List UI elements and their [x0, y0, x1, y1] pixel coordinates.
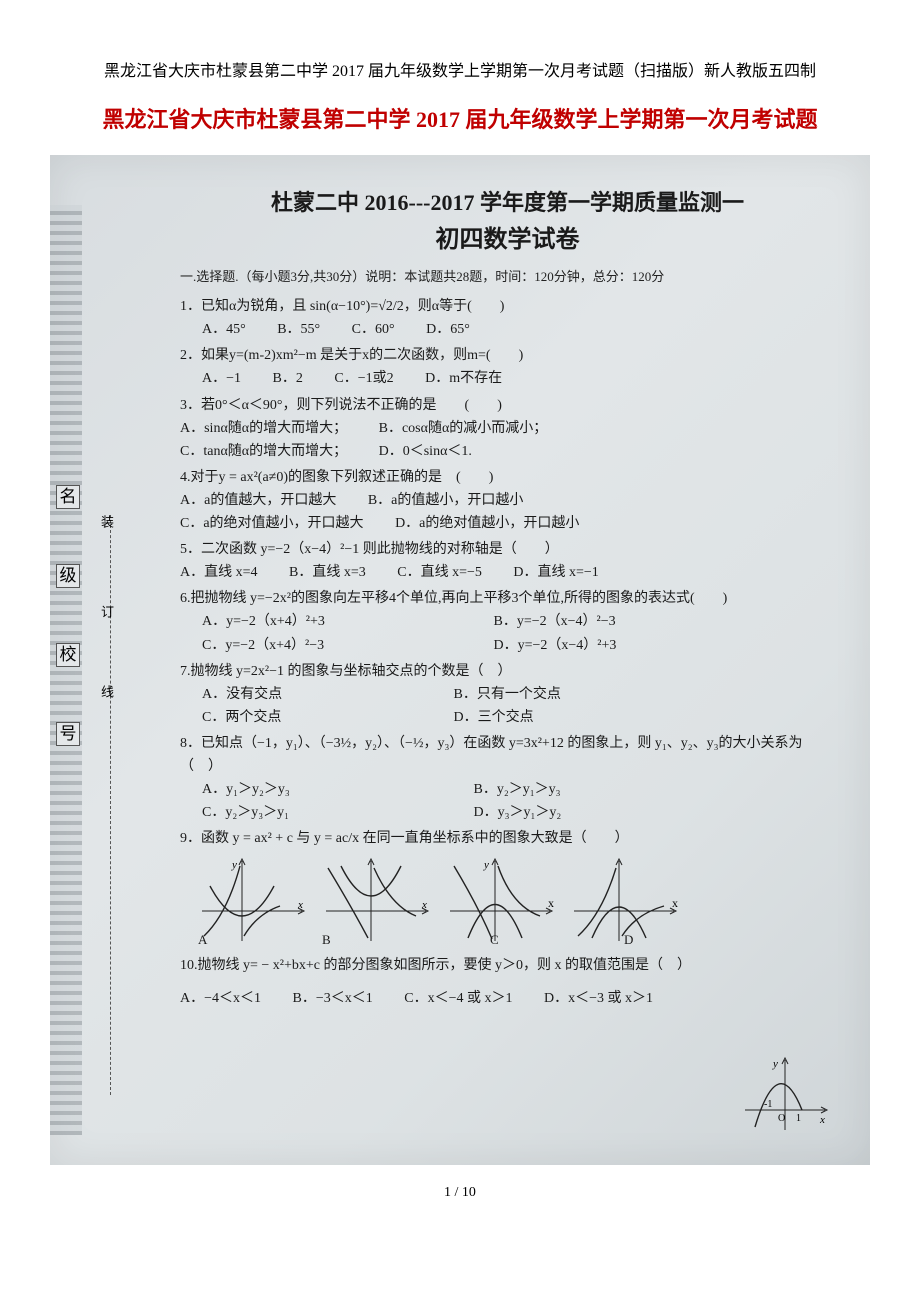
q8-A: A．y₁＞y₂＞y₃	[202, 778, 442, 801]
q5: 5．二次函数 y=−2（x−4）²−1 则此抛物线的对称轴是（ ） A．直线 x…	[180, 538, 835, 584]
q9-label-C: C	[490, 929, 499, 950]
svg-text:x: x	[548, 896, 554, 910]
q2-A: A．−1	[202, 367, 241, 390]
q10-B: B．−3＜x＜1	[293, 987, 373, 1010]
q6-C: C．y=−2（x+4）²−3	[202, 634, 462, 657]
svg-text:y: y	[231, 859, 237, 871]
side-name: 名	[56, 485, 80, 509]
q8: 8．已知点（−1，y₁）、（−3½，y₂）、（−½，y₃）在函数 y=3x²+1…	[180, 732, 835, 824]
q5-stem: 5．二次函数 y=−2（x−4）²−1 则此抛物线的对称轴是（ ）	[180, 538, 835, 561]
q4-D: D．a的绝对值越小，开口越小	[395, 512, 579, 535]
svg-text:x: x	[297, 899, 303, 911]
svg-text:y: y	[483, 859, 489, 871]
svg-text:O: O	[778, 1113, 785, 1124]
q6-D: D．y=−2（x−4）²+3	[494, 634, 617, 657]
q1-A: A．45°	[202, 318, 246, 341]
q2: 2．如果y=(m-2)xm²−m 是关于x的二次函数，则m=( ) A．−1 B…	[180, 344, 835, 390]
q9-label-A: A	[198, 929, 207, 950]
section-note: 一.选择题.（每小题3分,共30分）说明：本试题共28题，时间：120分钟，总分…	[180, 266, 835, 285]
q7-C: C．两个交点	[202, 706, 422, 729]
doc-header: 黑龙江省大庆市杜蒙县第二中学 2017 届九年级数学上学期第一次月考试题（扫描版…	[0, 0, 920, 94]
svg-text:x: x	[672, 896, 678, 910]
q5-B: B．直线 x=3	[289, 561, 366, 584]
scan-area: 名 级 校 号 装 订 线 杜蒙二中 2016---2017 学年度第一学期质量…	[50, 155, 870, 1165]
page-number: 1 / 10	[0, 1185, 920, 1201]
q10-A: A．−4＜x＜1	[180, 987, 261, 1010]
svg-text:x: x	[819, 1114, 825, 1126]
q4-A: A．a的值越大，开口越大	[180, 489, 336, 512]
q3-A: A．sinα随α的增大而增大；	[180, 417, 347, 440]
q3-B: B．cosα随α的减小而减小；	[379, 417, 548, 440]
side-grade: 级	[56, 564, 80, 588]
q8-C: C．y₂＞y₃＞y₁	[202, 801, 442, 824]
q8-B: B．y₂＞y₁＞y₃	[474, 778, 561, 801]
q4: 4.对于y = ax²(a≠0)的图象下列叙述正确的是 ( ) A．a的值越大，…	[180, 466, 835, 535]
q7-B: B．只有一个交点	[454, 683, 561, 706]
q9: 9．函数 y = ax² + c 与 y = ac/x 在同一直角坐标系中的图象…	[180, 827, 835, 946]
q8-D: D．y₃＞y₁＞y₂	[474, 801, 562, 824]
q7-stem: 7.抛物线 y=2x²−1 的图象与坐标轴交点的个数是（ ）	[180, 660, 835, 683]
q9-stem: 9．函数 y = ax² + c 与 y = ac/x 在同一直角坐标系中的图象…	[180, 827, 835, 850]
q10-D: D．x＜−3 或 x＞1	[544, 987, 653, 1010]
exam-title: 杜蒙二中 2016---2017 学年度第一学期质量监测一	[180, 185, 835, 217]
q1: 1．已知α为锐角，且 sin(α−10°)=√2/2，则α等于( ) A．45°…	[180, 295, 835, 341]
q4-B: B．a的值越小，开口越小	[368, 489, 524, 512]
side-num: 号	[56, 722, 80, 746]
q7: 7.抛物线 y=2x²−1 的图象与坐标轴交点的个数是（ ） A．没有交点 B．…	[180, 660, 835, 729]
q5-A: A．直线 x=4	[180, 561, 258, 584]
q9-chart-D: x D	[564, 856, 684, 946]
q7-D: D．三个交点	[454, 706, 534, 729]
q2-D: D．m不存在	[425, 367, 502, 390]
q8-stem: 8．已知点（−1，y₁）、（−3½，y₂）、（−½，y₃）在函数 y=3x²+1…	[180, 732, 835, 778]
q10-figure: x y 1 O -1	[740, 1055, 830, 1135]
q1-stem: 1．已知α为锐角，且 sin(α−10°)=√2/2，则α等于( )	[180, 295, 835, 318]
q7-A: A．没有交点	[202, 683, 422, 706]
q9-label-B: B	[322, 929, 331, 950]
q3: 3．若0°＜α＜90°，则下列说法不正确的是 ( ) A．sinα随α的增大而增…	[180, 394, 835, 463]
q1-B: B．55°	[277, 318, 320, 341]
q10-stem: 10.抛物线 y= − x²+bx+c 的部分图象如图所示，要使 y＞0，则 x…	[180, 954, 835, 977]
q9-charts: x y A x	[192, 856, 835, 946]
q9-chart-A: x y A	[192, 856, 312, 946]
q9-chart-B: x B	[316, 856, 436, 946]
q4-C: C．a的绝对值越小，开口越大	[180, 512, 364, 535]
main-title: 黑龙江省大庆市杜蒙县第二中学 2017 届九年级数学上学期第一次月考试题	[0, 94, 920, 145]
q3-D: D．0＜sinα＜1.	[379, 440, 472, 463]
svg-text:y: y	[772, 1058, 778, 1070]
q5-C: C．直线 x=−5	[397, 561, 482, 584]
q5-D: D．直线 x=−1	[513, 561, 598, 584]
q2-C: C．−1或2	[334, 367, 393, 390]
q4-stem: 4.对于y = ax²(a≠0)的图象下列叙述正确的是 ( )	[180, 466, 835, 489]
svg-text:-1: -1	[764, 1099, 772, 1110]
q9-label-D: D	[624, 929, 633, 950]
q6-B: B．y=−2（x−4）²−3	[494, 610, 616, 633]
q10: 10.抛物线 y= − x²+bx+c 的部分图象如图所示，要使 y＞0，则 x…	[180, 954, 835, 1010]
q6-stem: 6.把抛物线 y=−2x²的图象向左平移4个单位,再向上平移3个单位,所得的图象…	[180, 587, 835, 610]
q2-stem: 2．如果y=(m-2)xm²−m 是关于x的二次函数，则m=( )	[180, 344, 835, 367]
q1-D: D．65°	[426, 318, 470, 341]
q9-chart-C: x y C	[440, 856, 560, 946]
q2-B: B．2	[273, 367, 303, 390]
side-school: 校	[56, 643, 80, 667]
q6: 6.把抛物线 y=−2x²的图象向左平移4个单位,再向上平移3个单位,所得的图象…	[180, 587, 835, 656]
svg-text:x: x	[421, 899, 427, 911]
q3-C: C．tanα随α的增大而增大；	[180, 440, 347, 463]
q1-C: C．60°	[352, 318, 395, 341]
q3-stem: 3．若0°＜α＜90°，则下列说法不正确的是 ( )	[180, 394, 835, 417]
exam-subtitle: 初四数学试卷	[180, 219, 835, 254]
q10-C: C．x＜−4 或 x＞1	[404, 987, 512, 1010]
q6-A: A．y=−2（x+4）²+3	[202, 610, 462, 633]
svg-text:1: 1	[796, 1113, 801, 1124]
scan-inner: 杜蒙二中 2016---2017 学年度第一学期质量监测一 初四数学试卷 一.选…	[80, 170, 860, 1155]
